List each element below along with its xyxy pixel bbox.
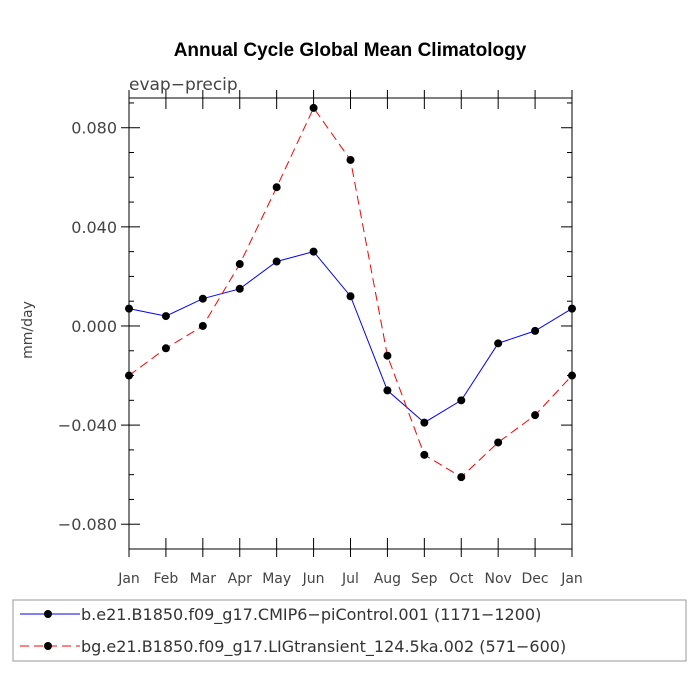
y-tick-labels: 0.080 0.040 0.000 −0.040 −0.080 — [58, 119, 117, 534]
y-axis-label: mm/day — [20, 301, 36, 359]
data-point-series-2 — [457, 473, 466, 482]
x-tick-label: Jul — [341, 571, 359, 587]
data-point-series-2 — [346, 155, 355, 164]
data-point-series-1 — [420, 418, 429, 427]
series-group — [125, 103, 576, 482]
data-point-series-1 — [235, 284, 244, 293]
x-tick-label: Jun — [302, 571, 325, 587]
y-tick-label: 0.080 — [71, 119, 117, 138]
x-tick-label: Jan — [117, 571, 140, 587]
x-tick-label: Feb — [154, 571, 179, 587]
y-tick-label: −0.040 — [58, 416, 117, 435]
data-point-series-1 — [383, 386, 392, 395]
data-point-series-1 — [346, 292, 355, 301]
data-point-series-1 — [309, 247, 318, 256]
data-point-series-2 — [494, 438, 503, 447]
legend-label-series-2: bg.e21.B1850.f09_g17.LIGtransient_124.5k… — [81, 637, 566, 657]
data-point-series-1 — [125, 304, 133, 313]
series-line-1 — [128, 251, 573, 424]
x-tick-label: Apr — [228, 571, 252, 587]
data-point-series-1 — [161, 312, 170, 321]
data-point-series-2 — [420, 450, 429, 459]
x-tick-labels: Jan Feb Mar Apr May Jun Jul Aug Sep Oct Nov Dec Jan — [117, 571, 583, 587]
x-tick-label: Aug — [374, 571, 401, 587]
data-point-series-2 — [272, 183, 281, 192]
y-tick-label: 0.000 — [71, 317, 117, 336]
x-tick-label: Jan — [560, 571, 583, 587]
axis-ticks — [121, 90, 573, 557]
y-tick-label: 0.040 — [71, 218, 117, 237]
data-point-series-2 — [568, 371, 576, 380]
data-point-series-1 — [531, 326, 540, 335]
data-point-series-1 — [494, 339, 503, 348]
legend-label-series-1: b.e21.B1850.f09_g17.CMIP6−piControl.001 … — [81, 605, 541, 625]
plot-frame — [128, 97, 573, 550]
legend-box — [12, 599, 687, 662]
data-point-series-2 — [235, 260, 244, 269]
data-point-series-2 — [161, 344, 170, 353]
chart-title: Annual Cycle Global Mean Climatology — [174, 40, 527, 61]
data-point-series-2 — [198, 321, 207, 330]
chart-subtitle: evap−precip — [129, 75, 238, 95]
data-point-series-2 — [383, 351, 392, 360]
x-tick-label: Nov — [485, 571, 512, 587]
data-point-series-2 — [531, 411, 540, 420]
x-tick-label: Oct — [449, 571, 474, 587]
legend-marker-series-2 — [44, 642, 52, 650]
x-tick-label: May — [262, 571, 291, 587]
x-tick-label: Dec — [522, 571, 549, 587]
data-point-series-1 — [198, 294, 207, 303]
data-point-series-1 — [568, 304, 576, 313]
data-point-series-1 — [272, 257, 281, 266]
x-tick-label: Mar — [190, 571, 217, 587]
data-point-series-2 — [309, 103, 318, 112]
y-tick-label: −0.080 — [58, 515, 117, 534]
data-point-series-2 — [125, 371, 133, 380]
x-tick-label: Sep — [411, 571, 438, 587]
data-point-series-1 — [457, 396, 466, 405]
legend-item-series-2: bg.e21.B1850.f09_g17.LIGtransient_124.5k… — [20, 637, 566, 657]
legend-item-series-1: b.e21.B1850.f09_g17.CMIP6−piControl.001 … — [20, 605, 541, 625]
legend-marker-series-1 — [44, 610, 52, 618]
